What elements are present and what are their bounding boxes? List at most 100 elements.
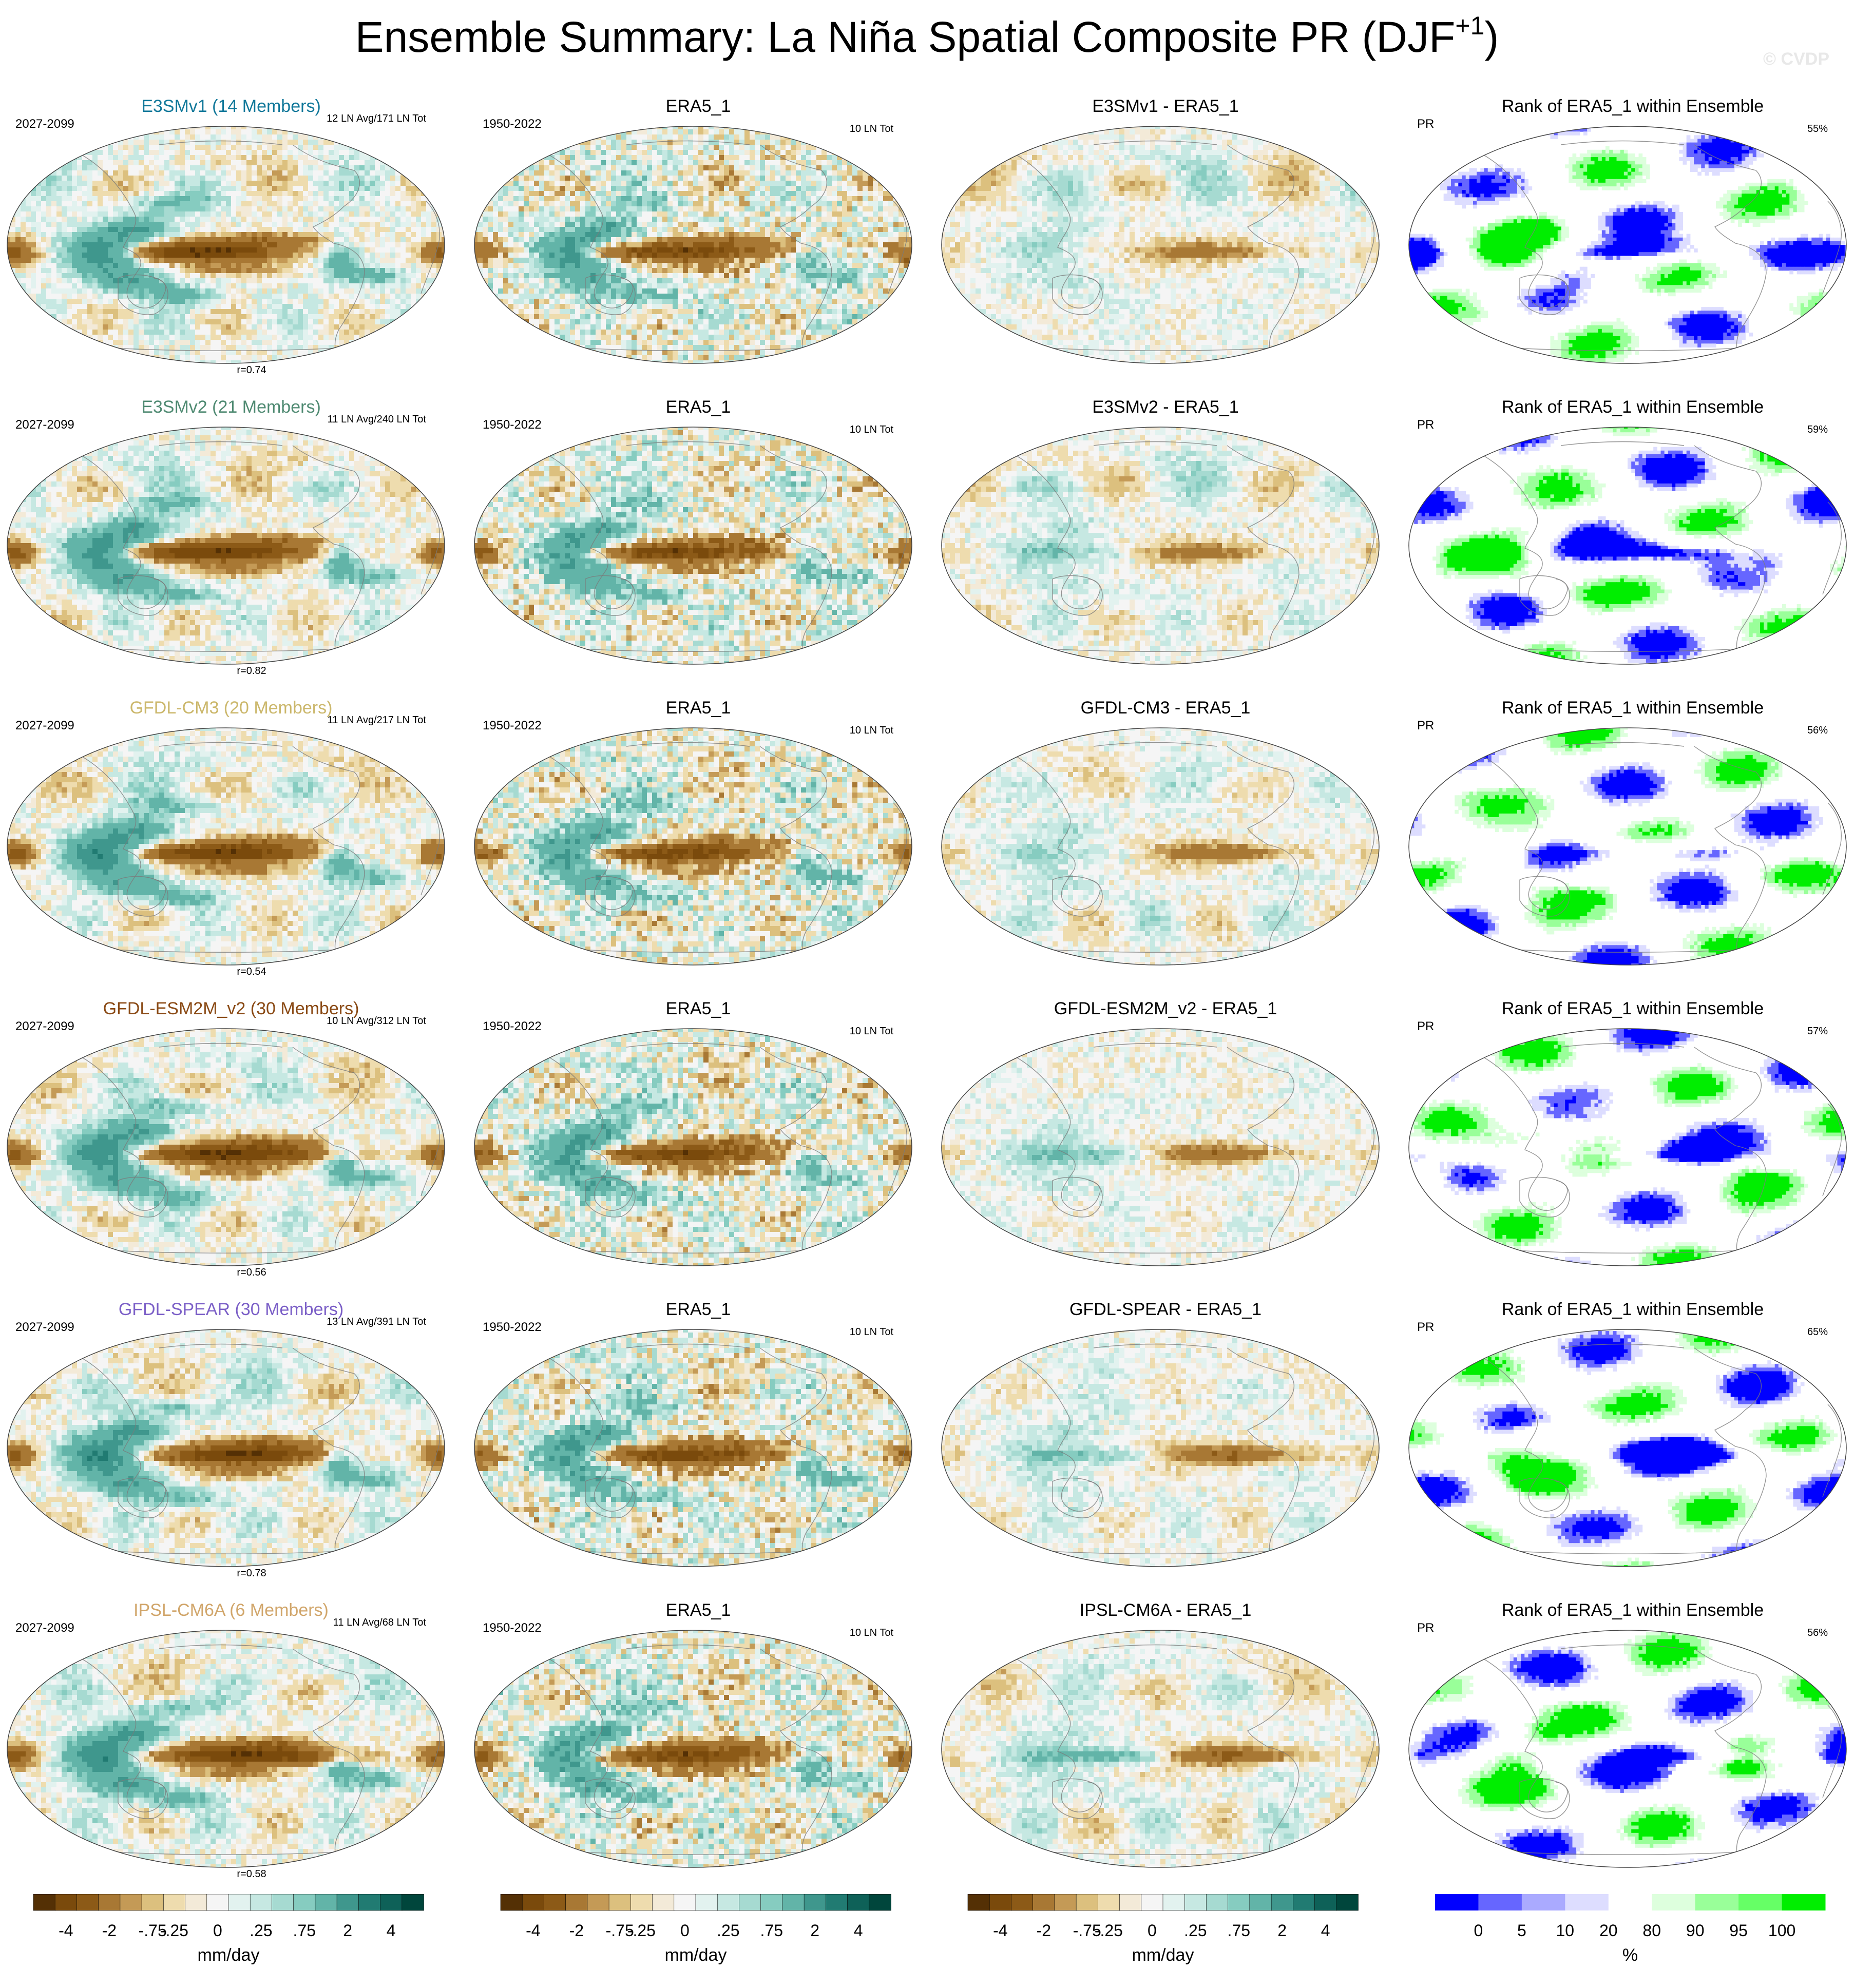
figure-title-superscript: +1 [1455, 11, 1484, 40]
rank-map-r3 [1407, 1027, 1848, 1268]
model-panel-title: GFDL-CM3 (20 Members) [5, 699, 457, 717]
diff-map [940, 1027, 1391, 1268]
model-map-r0 [5, 124, 447, 365]
figure-title-close: ) [1484, 13, 1499, 61]
la-nina-count: 11 LN Avg/68 LN Tot [333, 1617, 426, 1629]
model-map-r1 [5, 425, 447, 666]
diff-map [940, 1628, 1391, 1869]
rank-map [1407, 124, 1854, 365]
colorbar-rank-tick-label: 80 [1642, 1921, 1661, 1940]
model-panel-row-1: r=0.74 E3SMv1 (14 Members) 2027-2099 12 LN … [5, 98, 457, 385]
pattern-correlation-value: r=0.78 [237, 1568, 266, 1579]
diff-map [940, 425, 1391, 666]
colorbar-tick-label: .25 [1184, 1921, 1207, 1940]
colorbar-tick-label: -4 [59, 1921, 73, 1940]
colorbar-rank-tick-label: 0 [1474, 1921, 1483, 1940]
colorbar-rank-tick-label: 20 [1599, 1921, 1618, 1940]
obs-panel-title: ERA5_1 [472, 398, 924, 416]
colorbar-tick-label: -2 [1037, 1921, 1051, 1940]
colorbar-rank: 0 5 10 20 80 90 95 100% [1430, 1894, 1830, 1976]
colorbar-tick-label: 0 [680, 1921, 690, 1940]
colorbar-tick-label: .75 [760, 1921, 783, 1940]
rank-panel-row-5: Rank of ERA5_1 within Ensemble PR 65% [1407, 1301, 1854, 1588]
diff-panel-row-5: GFDL-SPEAR - ERA5_1 [940, 1301, 1391, 1588]
colorbar-tick-label: 4 [854, 1921, 863, 1940]
colorbar-tick-label: .25 [717, 1921, 739, 1940]
rank-map [1407, 1327, 1854, 1569]
difference-panel-title: GFDL-SPEAR - ERA5_1 [940, 1301, 1391, 1318]
colorbar-tick-label: 0 [213, 1921, 222, 1940]
colorbar-tick-label: -.25 [160, 1921, 188, 1940]
model-panel-row-5: r=0.78 GFDL-SPEAR (30 Members) 2027-2099 13… [5, 1301, 457, 1588]
figure-title-text: Ensemble Summary: La Niña Spatial Compos… [355, 13, 1456, 61]
model-map [5, 1628, 457, 1869]
model-panel-row-6: r=0.58 IPSL-CM6A (6 Members) 2027-2099 11 L… [5, 1601, 457, 1889]
model-panel-title: E3SMv1 (14 Members) [5, 98, 457, 115]
la-nina-count: 13 LN Avg/391 LN Tot [327, 1316, 426, 1328]
pattern-correlation-value: r=0.74 [237, 364, 266, 376]
obs-map-r1 [472, 425, 914, 666]
colorbar-tick-label: 4 [387, 1921, 396, 1940]
model-panel-row-4: r=0.56 GFDL-ESM2M_v2 (30 Members) 2027-209… [5, 1000, 457, 1287]
diff-map [940, 124, 1391, 365]
pattern-correlation-value: r=0.58 [237, 1868, 266, 1880]
rank-panel-title: Rank of ERA5_1 within Ensemble [1407, 699, 1854, 717]
diff-map [940, 726, 1391, 967]
diff-panel-row-3: GFDL-CM3 - ERA5_1 [940, 699, 1391, 987]
colorbar-tick-label: 2 [343, 1921, 352, 1940]
colorbar-rank-tick-label: 10 [1556, 1921, 1575, 1940]
la-nina-count: 11 LN Avg/240 LN Tot [328, 414, 426, 426]
colorbar-mm-day: -4 -2 -.75 -.25 0.25.75 2 4 mm/day [495, 1894, 896, 1976]
difference-panel-title: E3SMv1 - ERA5_1 [940, 98, 1391, 115]
colorbar-mm-day-swatches: -4 -2 -.75-.25 0.25.75 2 4 [495, 1894, 896, 1951]
obs-map [472, 1628, 924, 1869]
rank-panel-row-4: Rank of ERA5_1 within Ensemble PR 57% [1407, 1000, 1854, 1287]
obs-panel-title: ERA5_1 [472, 699, 924, 717]
obs-map-r4 [472, 1327, 914, 1569]
model-map [5, 1327, 457, 1569]
colorbar-unit: mm/day [963, 1945, 1363, 1965]
pattern-correlation-value: r=0.54 [237, 966, 266, 977]
colorbar-tick-label: 2 [810, 1921, 819, 1940]
model-panel-row-3: r=0.54 GFDL-CM3 (20 Members) 2027-2099 11 L… [5, 699, 457, 987]
colorbar-tick-label: 4 [1321, 1921, 1330, 1940]
difference-panel-title: GFDL-ESM2M_v2 - ERA5_1 [940, 1000, 1391, 1017]
obs-map [472, 124, 924, 365]
model-map [5, 425, 457, 666]
rank-panel-row-2: Rank of ERA5_1 within Ensemble PR 59% [1407, 398, 1854, 686]
colorbar-rank-swatches: 0 5 10 20 80 90 95 100 [1430, 1894, 1830, 1951]
obs-panel-row-6: ERA5_1 1950-2022 10 LN Tot [472, 1601, 924, 1889]
model-map-r3 [5, 1027, 447, 1268]
rank-map [1407, 726, 1854, 967]
rank-panel-row-1: Rank of ERA5_1 within Ensemble PR 55% [1407, 98, 1854, 385]
model-map-r2 [5, 726, 447, 967]
colorbar-tick-label: -2 [569, 1921, 584, 1940]
obs-panel-row-1: ERA5_1 1950-2022 10 LN Tot [472, 98, 924, 385]
model-map [5, 726, 457, 967]
difference-panel-title: E3SMv2 - ERA5_1 [940, 398, 1391, 416]
model-panel-row-2: r=0.82 E3SMv2 (21 Members) 2027-2099 11 LN … [5, 398, 457, 686]
colorbar-tick-label: .75 [1228, 1921, 1250, 1940]
colorbar-tick-label: 2 [1277, 1921, 1287, 1940]
rank-map-r4 [1407, 1327, 1848, 1569]
rank-panel-title: Rank of ERA5_1 within Ensemble [1407, 398, 1854, 416]
diff-map-r4 [940, 1327, 1381, 1569]
rank-map-r2 [1407, 726, 1848, 967]
obs-map-r5 [472, 1628, 914, 1869]
diff-map-r1 [940, 425, 1381, 666]
pattern-correlation: r=0.58 [5, 1868, 457, 1880]
colorbar-tick-label: -4 [993, 1921, 1007, 1940]
obs-panel-row-5: ERA5_1 1950-2022 10 LN Tot [472, 1301, 924, 1588]
obs-map [472, 1027, 924, 1268]
rank-map [1407, 1628, 1854, 1869]
colorbar-mm-day-swatches: -4 -2 -.75-.25 0.25.75 2 4 [963, 1894, 1363, 1951]
diff-panel-row-1: E3SMv1 - ERA5_1 [940, 98, 1391, 385]
pattern-correlation: r=0.56 [5, 1267, 457, 1279]
model-panel-title: IPSL-CM6A (6 Members) [5, 1601, 457, 1619]
la-nina-count: 10 LN Avg/312 LN Tot [327, 1015, 426, 1027]
pattern-correlation-value: r=0.56 [237, 1267, 266, 1278]
colorbar-tick-label: 0 [1148, 1921, 1157, 1940]
pattern-correlation: r=0.78 [5, 1568, 457, 1579]
pattern-correlation-value: r=0.82 [237, 665, 266, 677]
obs-panel-title: ERA5_1 [472, 1301, 924, 1318]
